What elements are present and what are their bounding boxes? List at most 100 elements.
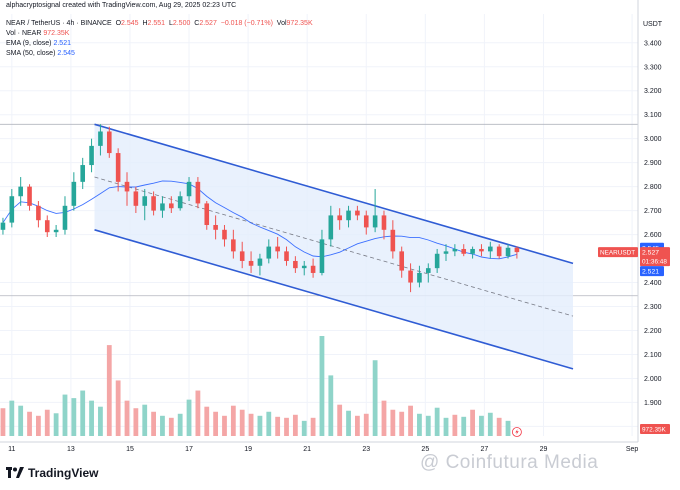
channel-fill [94,124,574,369]
volume-badge: 972.35K [642,427,667,434]
candle [177,191,183,211]
candle-body [275,246,280,252]
candle [213,215,218,240]
candle [71,172,77,211]
candle [293,256,298,273]
candle [301,260,307,276]
candle [328,205,334,247]
volume-bar [310,417,316,436]
volume-bar [452,414,458,436]
volume-bar [239,409,245,436]
close-price-badge: 2.527 [642,250,659,257]
volume-bar [487,412,493,436]
candle-body [248,260,254,266]
time-tick-label: 15 [126,446,134,453]
candle [204,201,210,230]
candle-body [479,248,484,252]
volume-bar [301,420,307,436]
candle-body [496,246,502,257]
candle-body [124,181,130,192]
candle [363,210,369,235]
volume-bar [443,417,449,436]
tradingview-logo-text: TradingView [28,466,99,480]
volume-bar [354,415,360,436]
volume-bar [284,417,289,436]
candle [62,196,68,235]
price-tick-label: 2.300 [644,304,662,311]
volume-bar [168,417,174,436]
volume-bar [372,360,378,436]
candle-body [293,260,298,269]
candle [310,258,316,278]
volume-badge-bg [640,424,670,434]
candle-body [106,131,112,154]
candle-body [53,229,59,233]
candle [53,225,59,237]
candle-body [36,205,41,221]
candle [443,244,449,261]
currency-unit: USDT [643,21,663,28]
candle-body [133,191,139,206]
candle [160,196,165,218]
candle-body [399,251,405,271]
candle-body [0,222,6,230]
channel-midline [94,176,574,317]
candle [9,189,15,228]
sma-line [2,180,518,260]
candle-body [337,215,342,221]
price-tick-label: 3.000 [644,136,662,143]
volume-bar [124,400,130,436]
symbol-name: NEAR / TetherUS · 4h · BINANCE [6,20,112,27]
tradingview-logo[interactable]: TradingView [6,466,98,480]
candle-body [80,165,86,182]
candle-body [328,215,334,240]
candle-body [213,225,218,230]
candle [248,251,254,273]
candle-body [27,186,32,206]
candle-body [177,196,183,209]
volume-bar [230,405,236,436]
price-tick-label: 2.100 [644,352,662,359]
candle-body [231,239,236,252]
volume-bar [186,399,192,436]
axes: 3.400 3.300 3.200 3.100 3.000 2.900 2.800 2.700… [0,0,662,453]
candle [434,248,440,273]
candle-body [425,268,431,273]
candle-body [115,153,121,182]
candle-body [160,203,165,211]
volume-bar [9,400,15,436]
volume-bar [27,411,32,436]
candle [408,263,413,293]
candle [319,229,325,276]
price-tick-label: 3.400 [644,40,662,47]
volume-bar [417,413,422,436]
candle [36,201,41,228]
candle [222,225,227,247]
candle-body [195,181,201,204]
volume-bar [53,413,59,436]
candle-body [169,203,174,209]
ema-legend: EMA (9, close) 2.521 [6,40,71,47]
volume-bars [0,336,520,436]
candle [142,189,148,221]
channel-upper-line [94,123,574,265]
price-tick-label: 3.300 [644,64,662,71]
volume-bar [106,345,112,436]
watermark: @ Coinfutura Media [420,452,599,473]
time-tick-label: 25 [421,446,429,453]
volume-bar [44,409,50,436]
candle [514,246,520,259]
candle-body [461,248,467,254]
volume-bar [461,416,467,436]
volume-bar [275,416,281,436]
sma-legend: SMA (50, close) 2.545 [6,50,75,57]
ema-price-badge-bg [640,266,664,277]
price-tick-label: 2.800 [644,184,662,191]
candle [470,246,475,259]
candle-body [204,203,210,225]
volume-bar [71,398,77,436]
candle [372,189,378,233]
candle-body [151,196,156,211]
candle-body [44,220,50,233]
descending-channel[interactable] [94,123,574,370]
